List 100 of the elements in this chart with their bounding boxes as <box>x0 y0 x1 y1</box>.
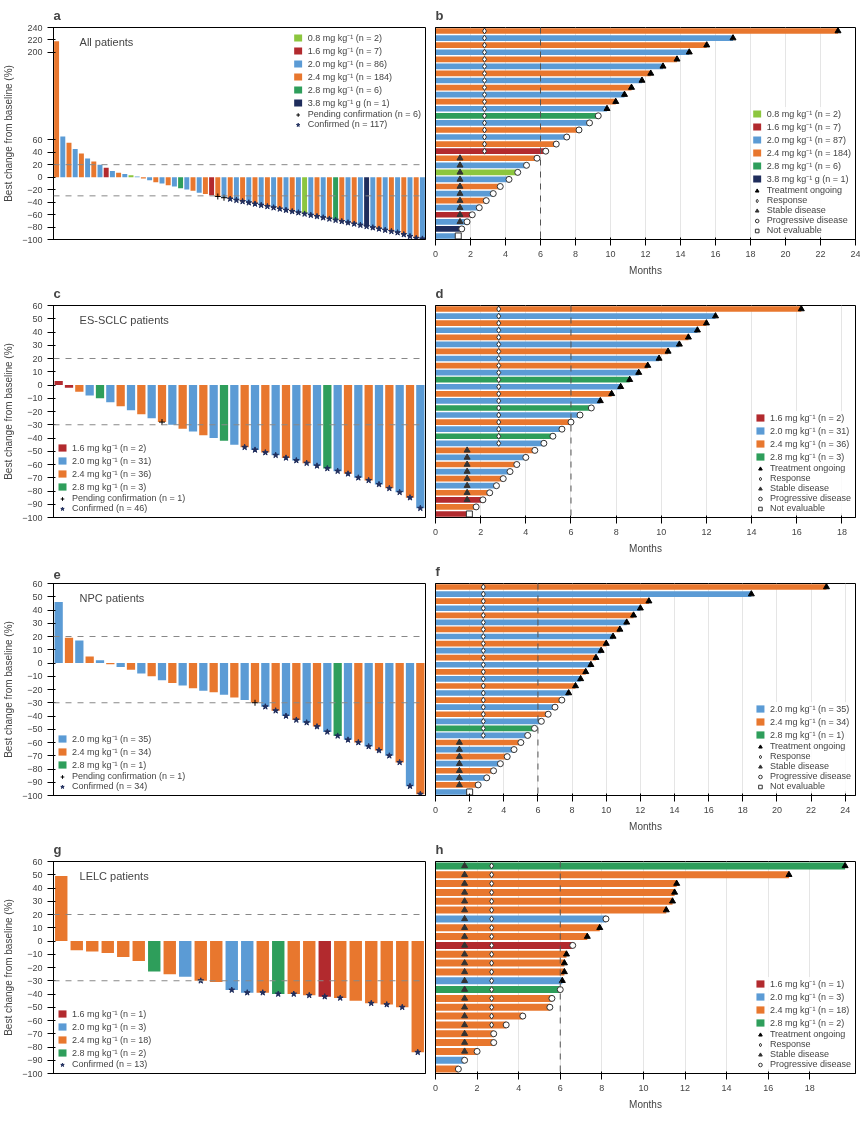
x-tick-label: 6 <box>535 804 541 815</box>
y-tick-label: −90 <box>27 1055 43 1066</box>
y-tick-label: 40 <box>32 327 43 337</box>
y-axis-title: Best change from baseline (%) <box>3 621 15 758</box>
legend-label: 2.0 mg kg⁻¹ (n = 3) <box>72 1021 147 1033</box>
x-tick-label: 0 <box>433 1082 439 1093</box>
legend-label: 2.4 mg kg⁻¹ (n = 18) <box>769 1004 850 1016</box>
y-tick-label: 60 <box>32 134 43 145</box>
legend-label: 2.4 mg kg⁻¹ (n = 34) <box>769 716 850 728</box>
x-tick-label: 22 <box>806 804 817 815</box>
x-tick-label: 10 <box>656 526 667 537</box>
x-axis-title: Months <box>629 542 662 554</box>
x-tick-label: 18 <box>737 804 748 815</box>
legend-label: 1.6 mg kg⁻¹ (n = 2) <box>769 412 845 424</box>
y-tick-label: 40 <box>32 605 43 615</box>
y-tick-label: −70 <box>27 472 43 483</box>
x-tick-label: 8 <box>599 1082 605 1093</box>
legend-label: 2.4 mg kg⁻¹ (n = 34) <box>72 746 152 758</box>
legend-label: 0.8 mg kg⁻¹ (n = 2) <box>307 32 382 44</box>
x-tick-label: 18 <box>745 248 756 259</box>
chart-title: a <box>53 7 62 23</box>
y-tick-label: −40 <box>27 711 43 721</box>
legend-label: Stable disease <box>769 1049 829 1059</box>
legend-label: Stable disease <box>769 761 829 771</box>
y-axis-title: Best change from baseline (%) <box>3 899 15 1036</box>
legend-label: Progressive disease <box>769 493 851 503</box>
legend-label: Pending confirmation (n = 1) <box>72 771 186 781</box>
y-tick-label: −50 <box>27 446 43 457</box>
x-tick-label: 20 <box>780 248 791 259</box>
y-tick-label: 60 <box>32 856 43 867</box>
y-axis-title: Best change from baseline (%) <box>3 65 15 202</box>
legend-label: Treatment ongoing <box>769 741 846 751</box>
x-tick-label: 16 <box>703 804 714 815</box>
x-tick-label: 16 <box>710 248 721 259</box>
y-tick-label: 20 <box>32 909 43 920</box>
y-tick-label: −60 <box>27 737 43 748</box>
legend-label: Confirmed (n = 117) <box>307 119 388 129</box>
x-tick-label: 24 <box>850 248 861 259</box>
x-tick-label: 6 <box>568 526 574 537</box>
y-tick-label: 10 <box>32 644 43 655</box>
y-tick-label: −80 <box>27 486 43 496</box>
y-tick-label: 50 <box>32 313 43 324</box>
legend-label: 2.4 mg kg⁻¹ (n = 36) <box>72 468 152 480</box>
legend-label: Treatment ongoing <box>769 1029 846 1039</box>
text: LELC patients <box>79 869 150 882</box>
y-tick-label: −10 <box>27 671 43 682</box>
chart-title: f <box>435 563 441 579</box>
legend-label: Progressive disease <box>769 771 851 781</box>
y-tick-label: −100 <box>22 234 43 245</box>
legend-label: 2.8 mg kg⁻¹ (n = 1) <box>769 729 845 741</box>
x-tick-label: 8 <box>573 248 579 259</box>
legend-label: 1.6 mg kg⁻¹ (n = 2) <box>72 442 147 454</box>
y-tick-label: 20 <box>32 353 43 364</box>
legend-label: 2.0 mg kg⁻¹ (n = 87) <box>766 134 846 146</box>
y-tick-label: −10 <box>27 393 43 404</box>
legend-label: Confirmed (n = 13) <box>72 1059 148 1069</box>
y-tick-label: 30 <box>32 340 43 351</box>
x-tick-label: 4 <box>523 526 529 537</box>
x-tick-label: 16 <box>791 526 802 537</box>
legend-label: 2.4 mg kg⁻¹ (n = 18) <box>72 1034 152 1046</box>
legend-label: 2.4 mg kg⁻¹ (n = 184) <box>766 147 851 159</box>
legend-label: Stable disease <box>769 483 829 493</box>
legend-label: 2.8 mg kg⁻¹ (n = 3) <box>769 451 845 463</box>
y-tick-label: −80 <box>27 1042 43 1052</box>
x-tick-label: 12 <box>640 248 651 259</box>
y-tick-label: −40 <box>27 197 43 208</box>
y-tick-label: 10 <box>32 366 43 377</box>
y-tick-label: −40 <box>27 433 43 443</box>
text: All patients <box>79 35 134 48</box>
y-tick-label: 20 <box>32 631 43 642</box>
text: NPC patients <box>79 591 145 604</box>
legend-label: 2.0 mg kg⁻¹ (n = 31) <box>769 425 850 437</box>
x-tick-label: 2 <box>474 1082 480 1093</box>
y-tick-label: −90 <box>27 499 43 510</box>
y-tick-label: 40 <box>32 883 43 893</box>
y-tick-label: −60 <box>27 459 43 470</box>
legend-label: Not evaluable <box>769 503 825 513</box>
x-tick-label: 4 <box>501 804 507 815</box>
legend-label: 3.8 mg kg⁻¹ g (n = 1) <box>766 173 849 185</box>
legend-label: 2.8 mg kg⁻¹ (n = 3) <box>72 481 147 493</box>
x-tick-label: 2 <box>467 804 473 815</box>
x-tick-label: 10 <box>605 248 616 259</box>
legend-label: Confirmed (n = 46) <box>72 503 148 513</box>
legend-label: 2.0 mg kg⁻¹ (n = 31) <box>72 455 152 467</box>
y-tick-label: −90 <box>27 777 43 788</box>
x-tick-label: 22 <box>815 248 826 259</box>
legend-label: Not evaluable <box>769 781 825 791</box>
legend-label: Response <box>769 473 811 483</box>
legend-label: Pending confirmation (n = 6) <box>307 109 421 119</box>
chart-title: e <box>53 566 61 582</box>
legend-label: Progressive disease <box>766 215 848 225</box>
x-tick-label: 24 <box>840 804 851 815</box>
x-tick-label: 18 <box>836 526 847 537</box>
chart-title: h <box>435 841 444 857</box>
y-tick-label: 200 <box>27 47 43 58</box>
x-axis-title: Months <box>629 1098 662 1110</box>
chart-title: d <box>435 285 444 301</box>
x-tick-label: 12 <box>680 1082 691 1093</box>
y-tick-label: −20 <box>27 406 43 417</box>
y-tick-label: −80 <box>27 222 43 233</box>
